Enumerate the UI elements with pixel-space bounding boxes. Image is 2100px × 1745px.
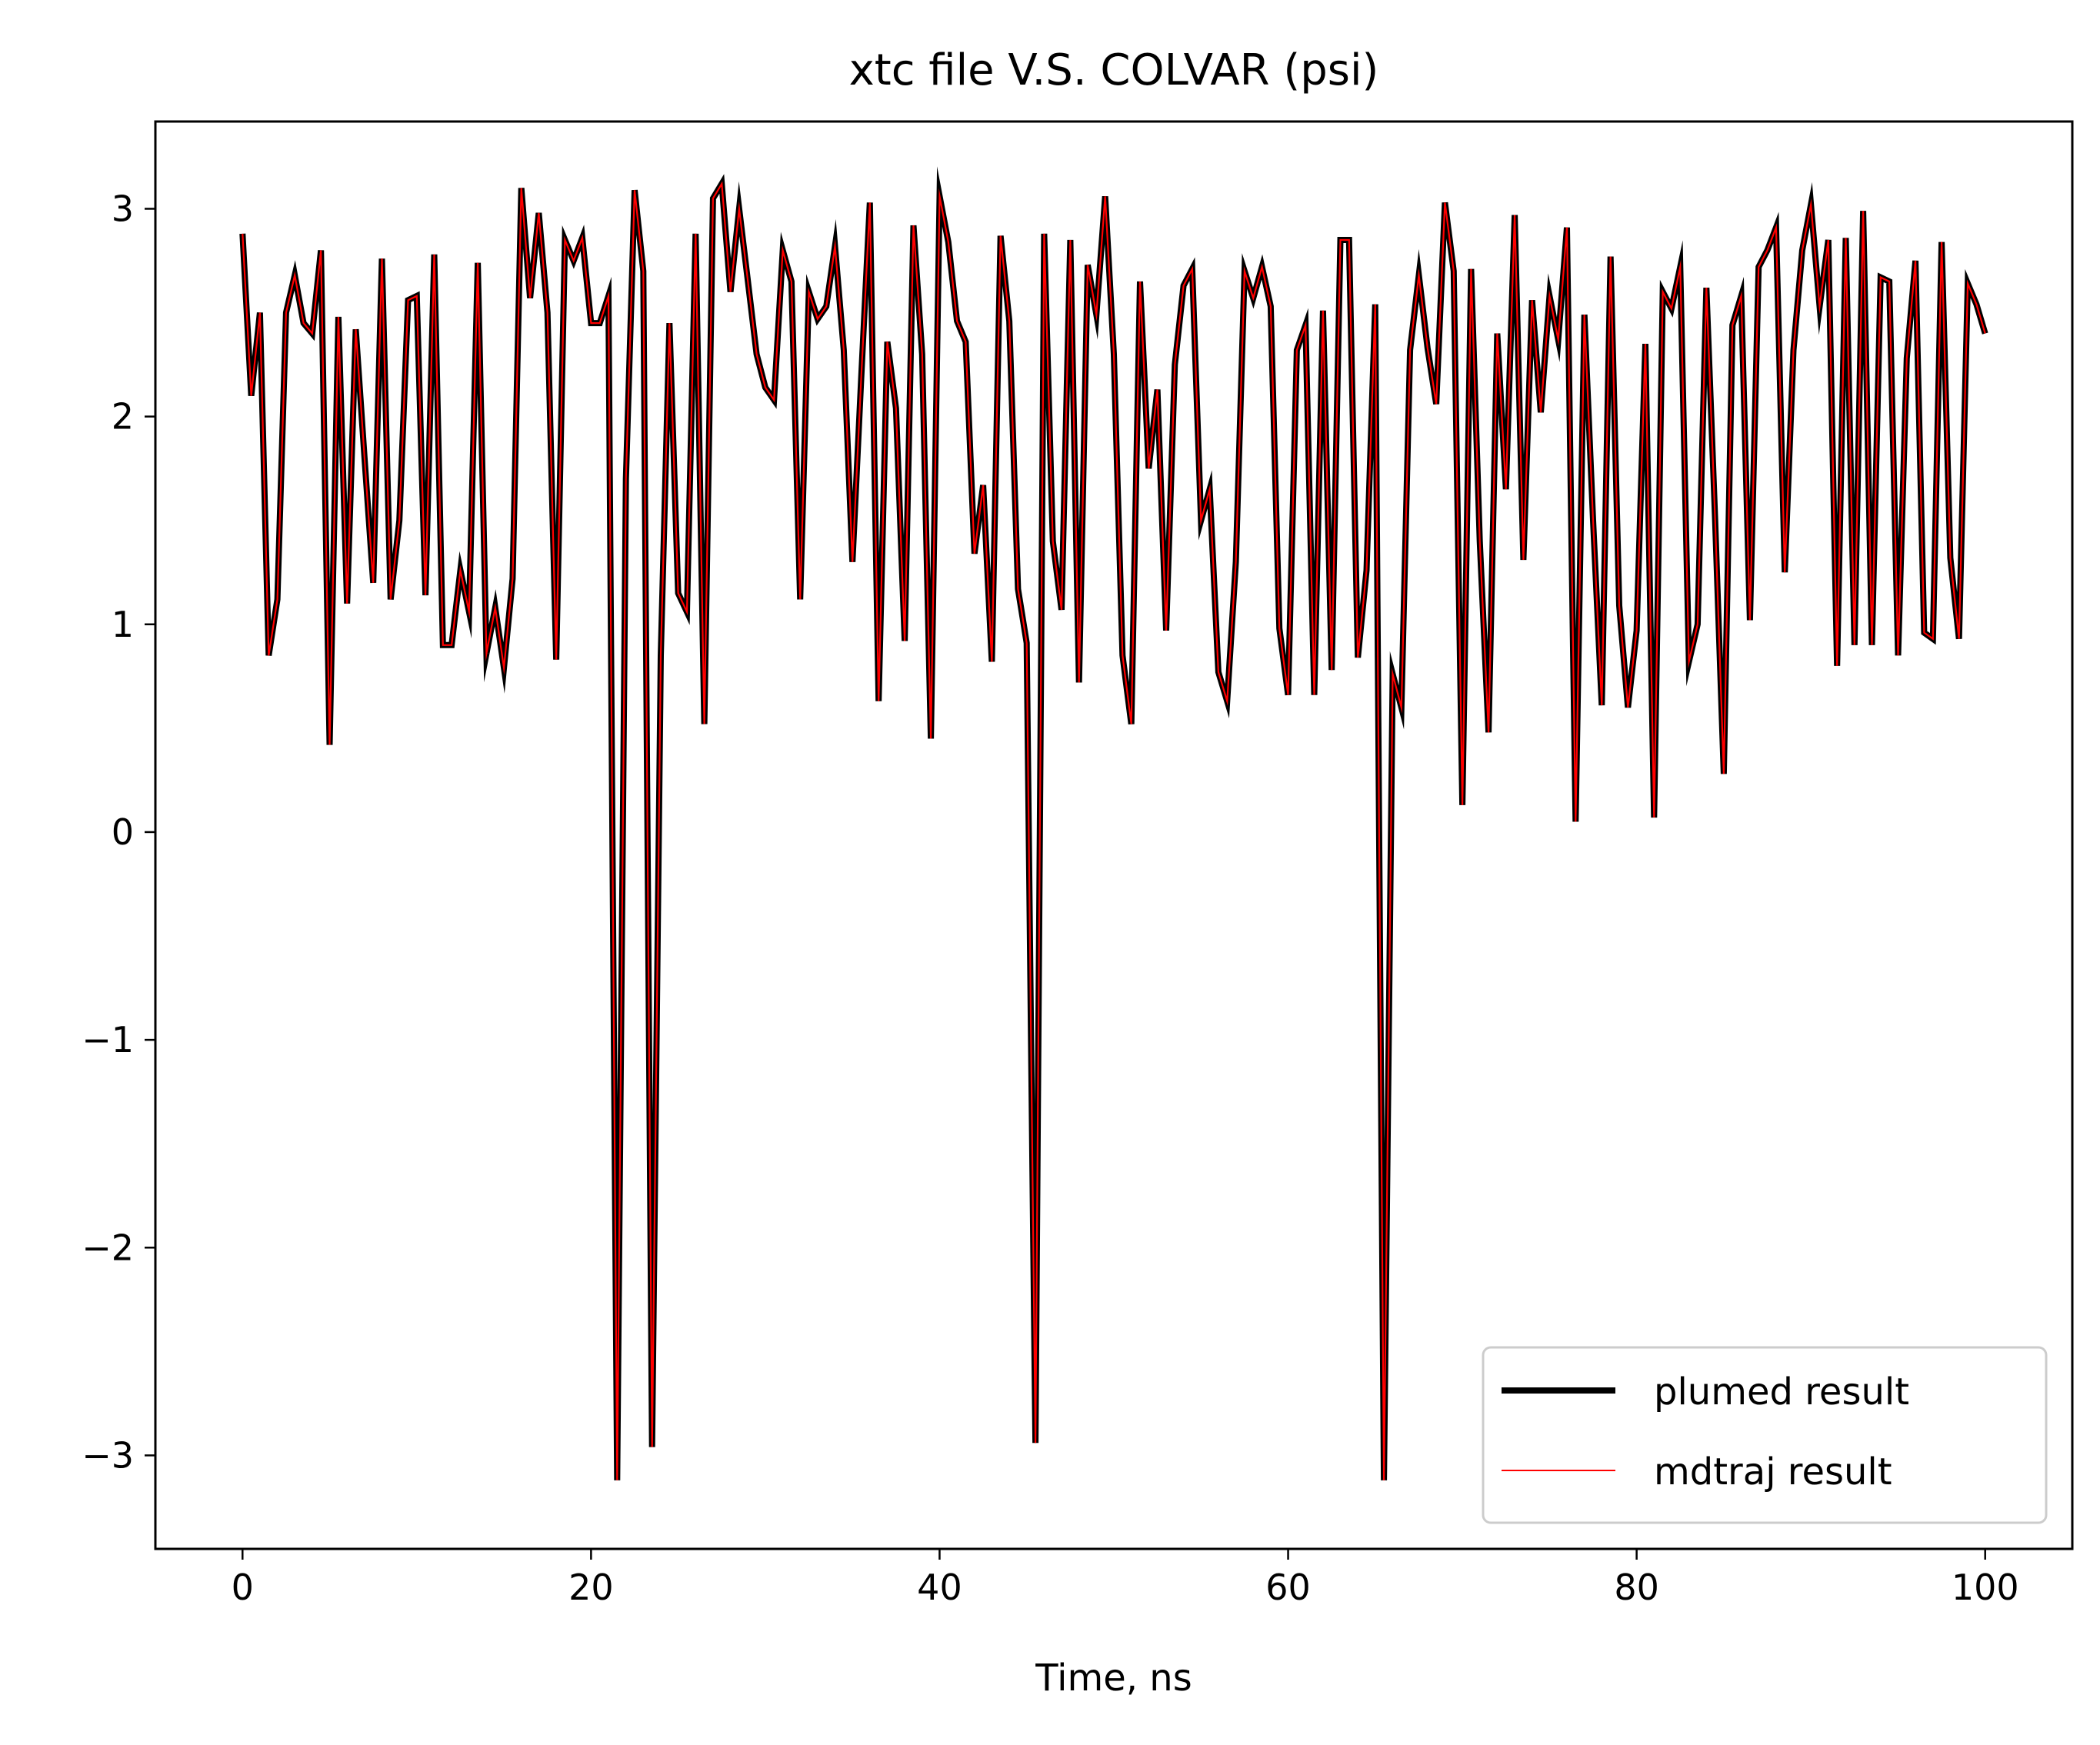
x-tick-label: 0 xyxy=(232,1567,254,1608)
x-tick-label: 60 xyxy=(1265,1567,1311,1608)
y-tick-label: −1 xyxy=(82,1019,134,1061)
y-tick-label: 2 xyxy=(112,396,134,438)
x-tick-label: 20 xyxy=(568,1567,614,1608)
y-tick-label: 1 xyxy=(112,604,134,645)
x-tick-label: 100 xyxy=(1952,1567,2019,1608)
legend: plumed result mdtraj result xyxy=(1482,1346,2048,1524)
chart-title: xtc file V.S. COLVAR (psi) xyxy=(849,45,1379,95)
y-tick-label: −3 xyxy=(82,1434,134,1476)
legend-box xyxy=(1482,1346,2048,1524)
series-line-mdtraj xyxy=(242,181,1986,1480)
x-tick-label: 80 xyxy=(1614,1567,1659,1608)
x-axis-label: Time, ns xyxy=(1035,1657,1192,1700)
x-tick-label: 40 xyxy=(917,1567,962,1608)
y-axis: −3 −2 −1 0 1 2 3 xyxy=(82,188,155,1476)
legend-label-plumed: plumed result xyxy=(1654,1370,1909,1414)
y-tick-label: −2 xyxy=(82,1227,134,1268)
legend-label-mdtraj: mdtraj result xyxy=(1654,1450,1892,1494)
x-axis: 0 20 40 60 80 100 xyxy=(232,1549,2019,1608)
plot-frame xyxy=(154,120,2074,1550)
y-tick-label: 3 xyxy=(112,188,134,229)
y-tick-label: 0 xyxy=(112,811,134,853)
series-layer xyxy=(239,166,1988,1480)
